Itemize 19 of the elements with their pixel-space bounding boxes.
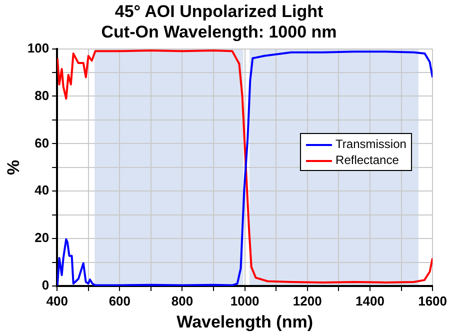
legend-label: Reflectance — [334, 152, 400, 168]
y-axis-title: % — [4, 160, 23, 175]
y-tick-label: 0 — [42, 278, 50, 293]
y-tick-label: 40 — [34, 182, 50, 198]
x-tick-label: 1000 — [230, 293, 260, 308]
x-tick-label: 400 — [46, 293, 68, 308]
x-tick-label: 600 — [108, 293, 131, 308]
y-tick-label: 60 — [34, 135, 50, 150]
y-tick-label: 80 — [34, 88, 50, 103]
chart-subtitle: Cut-On Wavelength: 1000 nm — [101, 22, 337, 42]
x-axis-title: Wavelength (nm) — [176, 312, 313, 332]
x-tick-label: 1600 — [418, 293, 447, 308]
x-tick-label: 1200 — [292, 293, 322, 308]
x-tick-label: 1400 — [356, 293, 384, 308]
y-tick-label: 20 — [34, 230, 50, 246]
legend-label: Transmission — [334, 136, 406, 152]
chart-title: 45° AOI Unpolarized Light — [114, 2, 324, 21]
x-tick-label: 800 — [171, 293, 194, 308]
y-tick-label: 100 — [27, 40, 50, 56]
